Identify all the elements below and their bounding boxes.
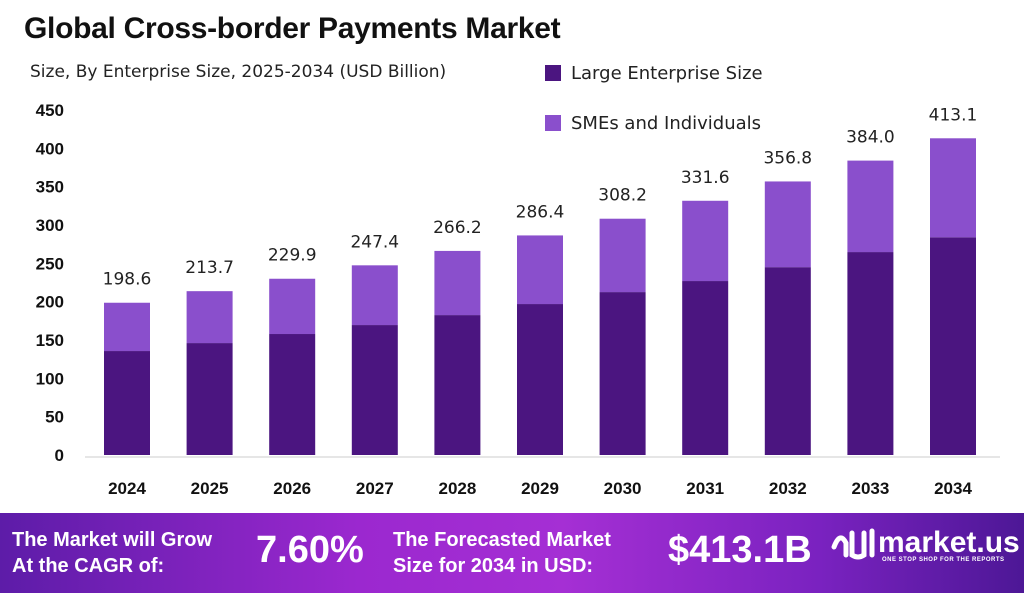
x-tick-label: 2026 xyxy=(273,479,311,498)
cagr-label-line2: At the CAGR of: xyxy=(12,555,165,577)
y-tick-label: 300 xyxy=(36,216,64,235)
logo-tagline: ONE STOP SHOP FOR THE REPORTS xyxy=(882,557,1005,563)
bar-segment xyxy=(930,138,976,238)
bar-segment xyxy=(434,250,481,316)
bar-segment xyxy=(351,265,398,326)
logo-icon xyxy=(831,528,875,560)
y-tick-label: 50 xyxy=(45,408,64,427)
bar-segment xyxy=(351,325,398,455)
bar-segment xyxy=(682,281,729,455)
legend-item-large: Large Enterprise Size xyxy=(545,60,763,86)
x-tick-label: 2033 xyxy=(851,479,889,498)
x-tick-label: 2031 xyxy=(686,479,724,498)
x-tick-label: 2034 xyxy=(934,479,972,498)
chart-subtitle: Size, By Enterprise Size, 2025-2034 (USD… xyxy=(30,62,447,82)
legend-item-smes: SMEs and Individuals xyxy=(545,110,763,136)
total-label: 266.2 xyxy=(433,218,482,238)
legend: Large Enterprise Size SMEs and Individua… xyxy=(545,60,763,160)
bar-segment xyxy=(930,237,976,455)
total-label: 384.0 xyxy=(846,128,895,148)
bar-segment xyxy=(847,160,894,253)
x-tick-label: 2029 xyxy=(521,479,559,498)
bar-segment xyxy=(104,302,150,352)
y-tick-label: 450 xyxy=(36,101,64,120)
x-tick-label: 2028 xyxy=(438,479,476,498)
total-label: 247.4 xyxy=(350,232,399,252)
chart-area: 0 50 100 150 200 250 300 350 400 450 198.6 2024 213.… xyxy=(36,101,1000,498)
total-label: 331.6 xyxy=(681,168,730,188)
y-tick-label: 0 xyxy=(55,446,64,465)
y-tick-label: 200 xyxy=(36,293,64,312)
logo-text: market.us xyxy=(878,526,1020,559)
y-tick-label: 100 xyxy=(36,369,64,388)
bar-segment xyxy=(186,343,233,455)
total-label: 286.4 xyxy=(516,202,565,222)
bar-segment xyxy=(517,235,563,305)
x-tick-label: 2032 xyxy=(769,479,807,498)
total-label: 308.2 xyxy=(598,186,647,206)
y-tick-label: 250 xyxy=(36,254,64,273)
legend-swatch xyxy=(545,65,561,81)
bar-segment xyxy=(269,334,316,455)
forecast-label-line1: The Forecasted Market xyxy=(393,529,611,551)
legend-swatch xyxy=(545,115,561,131)
bar-segment xyxy=(186,291,233,344)
x-tick-label: 2027 xyxy=(356,479,394,498)
x-tick-label: 2025 xyxy=(191,479,229,498)
forecast-label-line2: Size for 2034 in USD: xyxy=(393,555,594,577)
total-label: 356.8 xyxy=(763,148,812,168)
bar-segment xyxy=(599,218,646,293)
cagr-value: 7.60% xyxy=(256,529,364,571)
y-tick-label: 350 xyxy=(36,178,64,197)
bar-segment xyxy=(682,200,729,282)
total-label: 413.1 xyxy=(929,105,978,125)
bar-segment xyxy=(434,315,481,455)
x-tick-label: 2030 xyxy=(604,479,642,498)
bar-segment xyxy=(104,351,150,455)
legend-label: SMEs and Individuals xyxy=(571,112,762,134)
forecast-value: $413.1B xyxy=(668,529,812,571)
chart-title: Global Cross-border Payments Market xyxy=(24,12,561,45)
bar-segment xyxy=(847,252,894,455)
y-tick-label: 400 xyxy=(36,139,64,158)
logo: market.us ONE STOP SHOP FOR THE REPORTS xyxy=(830,525,1020,563)
y-tick-label: 150 xyxy=(36,331,64,350)
bar-segment xyxy=(764,181,811,268)
cagr-label: The Market will Grow At the CAGR of: xyxy=(12,527,212,579)
total-label: 213.7 xyxy=(185,258,234,278)
bar-segment xyxy=(269,278,316,335)
legend-label: Large Enterprise Size xyxy=(571,62,763,84)
cagr-label-line1: The Market will Grow xyxy=(12,529,213,551)
forecast-label: The Forecasted Market Size for 2034 in US… xyxy=(393,527,611,579)
bar-segment xyxy=(517,304,563,455)
x-tick-label: 2024 xyxy=(108,479,146,498)
bar-segment xyxy=(599,292,646,455)
total-label: 229.9 xyxy=(268,246,317,266)
total-label: 198.6 xyxy=(103,270,152,290)
bar-segment xyxy=(764,267,811,455)
summary-banner: The Market will Grow At the CAGR of: 7.60… xyxy=(0,513,1024,593)
